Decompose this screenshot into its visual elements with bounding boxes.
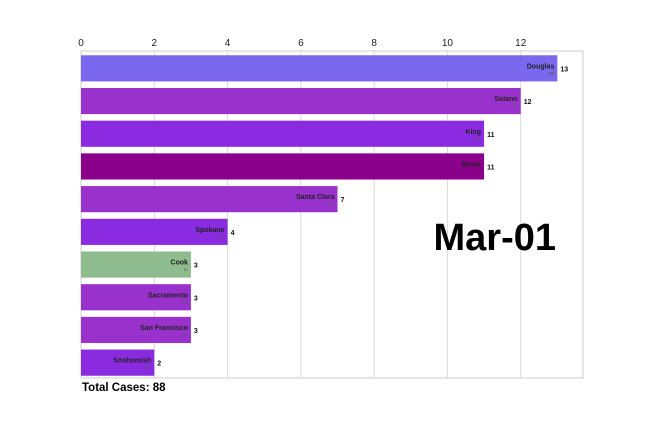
bar-county-label: Spokane	[195, 227, 224, 234]
bar-county-label: Sacramento	[148, 292, 188, 299]
x-tick-label: 6	[298, 38, 304, 49]
bar-value-label: 4	[231, 230, 235, 237]
bar-county-label: Solano	[494, 96, 517, 103]
bar-value-label: 3	[194, 263, 198, 270]
x-tick-label: 2	[152, 38, 158, 49]
bar-value-label: 2	[157, 361, 161, 368]
bar-value-label: 11	[487, 132, 495, 139]
bar-state-label: CA	[182, 332, 188, 337]
bar-state-label: CA	[511, 104, 517, 109]
bar-value-label: 3	[194, 328, 198, 335]
bar-county-label: Cook	[170, 260, 188, 267]
bar	[81, 218, 228, 245]
bar-county-label: King	[466, 129, 482, 136]
bar	[81, 316, 191, 344]
bar-state-label: WA	[144, 365, 151, 370]
bar	[81, 186, 338, 213]
bar-value-label: 13	[560, 66, 568, 73]
total-cases-label: Total Cases: 88	[82, 382, 166, 394]
x-tick-label: 8	[371, 38, 377, 49]
bar-state-label: IL	[184, 267, 188, 272]
x-tick-label: 4	[225, 38, 231, 49]
bar-state-label: WA	[217, 234, 224, 239]
bar-state-label: CA	[328, 202, 334, 207]
bar-county-label: Santa Clara	[296, 194, 335, 201]
bar	[81, 87, 521, 115]
bar-state-label: CA	[182, 300, 188, 305]
x-tick-label: 12	[515, 38, 527, 49]
bar-value-label: 12	[524, 99, 532, 106]
x-axis-ticks: 0 2 4 6 8 10 12	[78, 38, 526, 49]
bar-state-label: WA	[474, 136, 481, 141]
date-label: Mar-01	[434, 217, 557, 259]
bar-value-label: 7	[340, 197, 344, 204]
bar-county-label: Bexar	[462, 161, 482, 168]
bar-county-label: San Francisco	[140, 325, 188, 332]
plot-frame	[80, 50, 584, 379]
x-tick-label: 0	[78, 38, 84, 49]
bar-county-label: Douglas	[527, 63, 555, 70]
bar	[81, 284, 191, 311]
bar	[81, 349, 155, 376]
x-tick-label: 10	[442, 38, 454, 49]
bar	[81, 251, 191, 278]
bar-value-label: 3	[194, 295, 198, 302]
bar	[81, 55, 558, 82]
bar	[81, 120, 485, 147]
bar-value-label: 11	[487, 164, 495, 171]
bar	[81, 153, 485, 180]
bar-state-label: NE	[548, 71, 554, 76]
bar-county-label: Snohomish	[113, 358, 151, 365]
